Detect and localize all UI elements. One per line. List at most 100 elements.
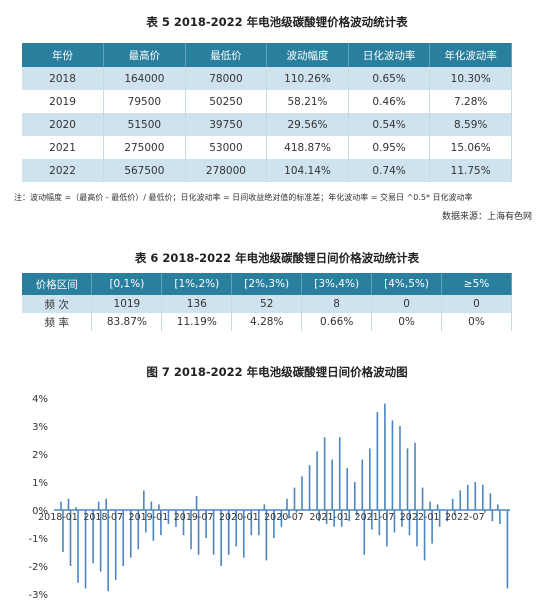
bar-negative xyxy=(499,510,501,524)
table5-cell: 0.65% xyxy=(348,67,431,90)
table6: 价格区间 [0,1%) [1%,2%) [2%,3%) [3%,4%) [4%,… xyxy=(22,273,512,331)
table5-cell: 11.75% xyxy=(429,159,512,182)
bar-positive xyxy=(263,504,266,510)
bar-negative xyxy=(355,510,358,516)
table5-cell: 418.87% xyxy=(266,136,349,159)
bar-negative xyxy=(145,510,147,533)
bar-negative xyxy=(265,510,268,561)
table6-cell: 0 xyxy=(441,295,512,313)
table6-row: 频 率 83.87% 11.19% 4.28% 0.66% 0% 0% xyxy=(22,313,512,331)
bar-positive xyxy=(384,403,386,510)
table5-cell: 275000 xyxy=(103,136,186,159)
table5-header-cell: 最低价 xyxy=(185,43,268,67)
x-tick-label: 2021-07 xyxy=(355,512,395,523)
table6-header-cell: 价格区间 xyxy=(22,273,93,295)
bar-positive xyxy=(474,482,477,510)
table6-cell: 136 xyxy=(161,295,233,313)
bar-negative xyxy=(416,510,418,547)
bar-negative xyxy=(408,510,411,536)
table6-cell: 83.87% xyxy=(91,313,163,331)
table5-cell: 53000 xyxy=(185,136,268,159)
table5-cell: 2022 xyxy=(22,159,105,182)
bar-negative xyxy=(227,510,230,555)
bar-negative xyxy=(453,510,456,516)
bar-negative xyxy=(92,510,94,564)
bar-negative xyxy=(205,510,207,538)
bar-negative xyxy=(99,510,102,572)
table5-cell: 79500 xyxy=(103,90,186,113)
bar-positive xyxy=(414,442,416,510)
table5-cell: 8.59% xyxy=(429,113,512,136)
x-tick-label: 2022-01 xyxy=(400,512,440,523)
bar-negative xyxy=(371,510,373,530)
table5-cell: 2021 xyxy=(22,136,105,159)
bar-positive xyxy=(399,426,401,510)
table5-cell: 278000 xyxy=(185,159,268,182)
bar-negative xyxy=(446,510,448,522)
bar-negative xyxy=(273,510,275,538)
table6-cell: 8 xyxy=(301,295,373,313)
y-tick-label: 0% xyxy=(32,506,48,517)
table6-cell: 0 xyxy=(371,295,443,313)
bar-negative xyxy=(393,510,396,533)
table5-row: 2022 567500 278000 104.14% 0.74% 11.75% xyxy=(22,159,512,182)
bar-positive xyxy=(67,498,70,510)
x-tick-label: 2018-01 xyxy=(38,512,78,523)
y-tick-label: -2% xyxy=(29,562,48,573)
bar-negative xyxy=(401,510,403,527)
table5-header-cell: 年份 xyxy=(22,43,105,67)
table5-cell: 15.06% xyxy=(429,136,512,159)
bar-positive xyxy=(391,420,394,510)
bar-positive xyxy=(158,504,160,510)
bar-positive xyxy=(361,459,364,510)
table6-header-cell: [4%,5%) xyxy=(371,273,443,295)
table5-cell: 2019 xyxy=(22,90,105,113)
bar-negative xyxy=(363,510,366,555)
table6-header-cell: [3%,4%) xyxy=(301,273,373,295)
bar-negative xyxy=(438,510,441,527)
bar-negative xyxy=(423,510,426,561)
bar-negative xyxy=(122,510,125,566)
table6-cell: 4.28% xyxy=(231,313,303,331)
y-tick-label: -1% xyxy=(29,534,48,545)
x-tick-label: 2021-01 xyxy=(309,512,349,523)
bar-negative xyxy=(62,510,64,552)
bar-positive xyxy=(489,493,492,510)
table6-cell: 0.66% xyxy=(301,313,373,331)
bar-positive xyxy=(346,468,349,510)
bar-positive xyxy=(459,490,462,510)
bar-positive xyxy=(353,482,356,510)
table5-cell: 0.74% xyxy=(348,159,431,182)
table5-cell: 2020 xyxy=(22,113,105,136)
bar-positive xyxy=(421,487,424,510)
bar-positive xyxy=(482,484,484,510)
x-tick-label: 2022-07 xyxy=(445,512,485,523)
bar-negative xyxy=(325,510,328,524)
bar-negative xyxy=(431,510,433,544)
bar-negative xyxy=(491,510,494,522)
table5-cell: 50250 xyxy=(185,90,268,113)
bar-positive xyxy=(466,484,469,510)
y-tick-label: 3% xyxy=(32,422,48,433)
bar-negative xyxy=(107,510,109,592)
bar-positive xyxy=(195,496,198,510)
bar-positive xyxy=(143,490,145,510)
x-tick-label: 2019-07 xyxy=(174,512,214,523)
table5-header-cell: 波动幅度 xyxy=(266,43,349,67)
bar-positive xyxy=(406,448,409,510)
table5-cell: 10.30% xyxy=(429,67,512,90)
bar-negative xyxy=(137,510,140,550)
table6-cell: 频 率 xyxy=(22,313,93,331)
table5-row: 2021 275000 53000 418.87% 0.95% 15.06% xyxy=(22,136,512,159)
bar-positive xyxy=(338,437,341,510)
bar-positive xyxy=(308,465,311,510)
x-tick-label: 2019-01 xyxy=(129,512,169,523)
bar-positive xyxy=(376,412,379,510)
bar-negative xyxy=(175,510,177,527)
bar-positive xyxy=(436,504,439,510)
table6-header-cell: [1%,2%) xyxy=(161,273,233,295)
table5-cell: 0.95% xyxy=(348,136,431,159)
bar-negative xyxy=(77,510,79,583)
bar-positive xyxy=(301,476,303,510)
table5-cell: 110.26% xyxy=(266,67,349,90)
